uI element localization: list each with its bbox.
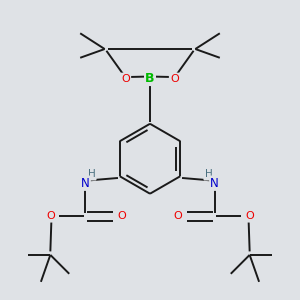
Text: N: N bbox=[210, 177, 219, 190]
Text: O: O bbox=[46, 212, 55, 221]
Text: O: O bbox=[245, 212, 254, 221]
Text: H: H bbox=[88, 169, 95, 179]
Text: B: B bbox=[145, 72, 155, 85]
Text: N: N bbox=[81, 177, 90, 190]
Text: O: O bbox=[121, 74, 130, 84]
Text: O: O bbox=[118, 212, 126, 221]
Text: H: H bbox=[205, 169, 212, 179]
Text: O: O bbox=[174, 212, 182, 221]
Text: O: O bbox=[170, 74, 179, 84]
